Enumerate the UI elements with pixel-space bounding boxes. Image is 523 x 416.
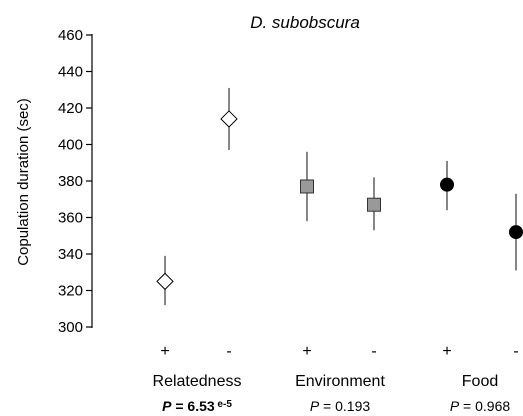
data-point-diamond bbox=[220, 110, 238, 128]
y-axis-ticks: 300 320 340 360 380 400 420 440 460 bbox=[58, 27, 92, 336]
y-tick-label: 420 bbox=[58, 100, 83, 117]
x-axis-labels: + - Relatedness P = 6.53 e-5 + - Environment P … bbox=[153, 343, 519, 414]
y-tick-label: 460 bbox=[58, 27, 83, 44]
chart-title: D. subobscura bbox=[250, 13, 360, 32]
x-sign-label: - bbox=[513, 343, 518, 360]
p-value-label: P = 6.53 e-5 bbox=[162, 398, 232, 414]
y-tick-label: 440 bbox=[58, 64, 83, 81]
x-sign-label: - bbox=[226, 343, 231, 360]
p-symbol: P bbox=[450, 398, 460, 414]
p-value-label: P = 0.968 bbox=[450, 398, 511, 414]
x-sign-label: + bbox=[302, 343, 311, 360]
group-label: Food bbox=[462, 373, 498, 390]
p-exponent: e-5 bbox=[215, 399, 233, 410]
p-value: = 6.53 bbox=[171, 398, 214, 414]
y-tick-label: 300 bbox=[58, 319, 83, 336]
y-tick-label: 320 bbox=[58, 283, 83, 300]
p-value: = 0.193 bbox=[319, 398, 370, 414]
data-point-circle bbox=[440, 177, 454, 192]
p-symbol: P bbox=[162, 398, 172, 414]
p-symbol: P bbox=[310, 398, 320, 414]
data-point-square bbox=[367, 197, 381, 212]
x-sign-label: + bbox=[160, 343, 169, 360]
x-sign-label: - bbox=[371, 343, 376, 360]
y-tick-label: 360 bbox=[58, 210, 83, 227]
y-tick-label: 400 bbox=[58, 137, 83, 154]
y-tick-label: 380 bbox=[58, 173, 83, 190]
p-value-label: P = 0.193 bbox=[310, 398, 371, 414]
p-value: = 0.968 bbox=[459, 398, 510, 414]
data-point-square bbox=[300, 179, 314, 194]
x-sign-label: + bbox=[442, 343, 451, 360]
y-tick-label: 340 bbox=[58, 246, 83, 263]
data-marks bbox=[156, 87, 523, 306]
y-axis-label: Copulation duration (sec) bbox=[15, 98, 32, 266]
group-label: Environment bbox=[295, 373, 385, 390]
data-point-diamond bbox=[156, 272, 174, 291]
data-point-circle bbox=[509, 225, 523, 240]
group-label: Relatedness bbox=[153, 373, 242, 390]
